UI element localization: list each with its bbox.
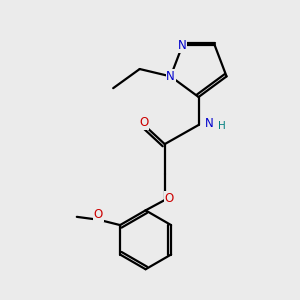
Text: O: O — [139, 116, 148, 129]
Text: N: N — [205, 117, 213, 130]
Text: N: N — [178, 39, 187, 52]
Text: O: O — [94, 208, 103, 221]
Text: H: H — [218, 122, 225, 131]
Text: O: O — [164, 192, 174, 205]
Text: N: N — [166, 70, 175, 83]
